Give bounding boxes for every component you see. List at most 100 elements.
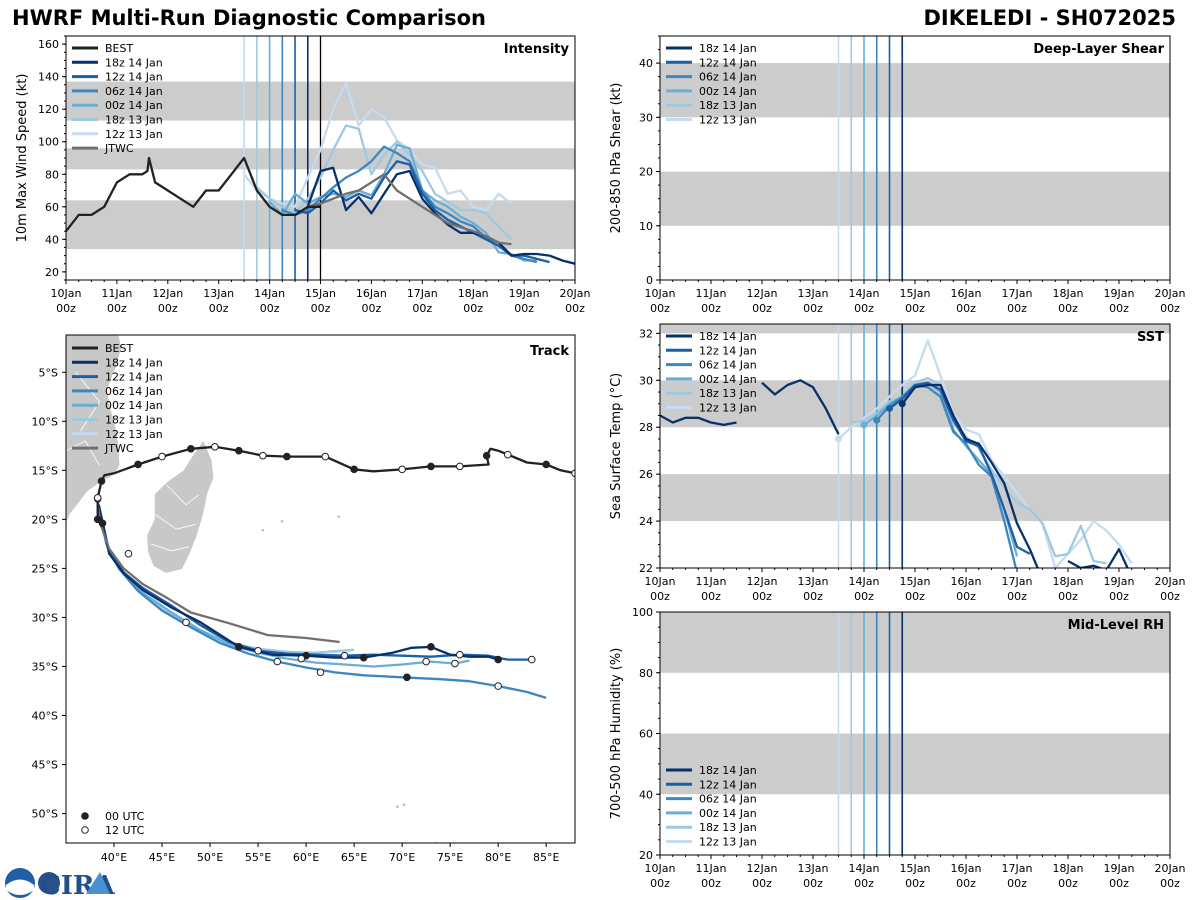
rh-xtick-label-0: 10Jan — [645, 862, 676, 875]
track-ytick-label-7: 40°S — [32, 710, 58, 723]
track-best-marker-7 — [350, 465, 358, 474]
track-xtick-label-9: 85°E — [533, 851, 559, 864]
track-ytick-label-3: 20°S — [32, 513, 58, 526]
sst-xtick-sub-5: 00z — [905, 590, 925, 603]
track-marker-legend-symbol-1 — [81, 826, 89, 834]
sst-series-run-0-line — [901, 383, 1039, 568]
sst-series-run-2-marker-0 — [873, 416, 881, 424]
sst-ylabel: Sea Surface Temp (°C) — [609, 373, 624, 520]
shear-xtick-sub-0: 00z — [650, 302, 670, 315]
intensity-legend-label-2: 12z 14 Jan — [105, 71, 163, 84]
track-run-3-marker-1 — [422, 657, 430, 666]
sst-xtick-label-2: 12Jan — [747, 575, 778, 588]
track-run-1-marker-2 — [455, 650, 464, 659]
track-run-1-line — [97, 504, 532, 661]
sst-band-2 — [660, 324, 1170, 334]
shear-xtick-label-8: 18Jan — [1053, 287, 1084, 300]
track-best-marker-15 — [134, 460, 142, 469]
intensity-jtwc-line — [307, 173, 512, 246]
rh-ytick-label-0: 20 — [639, 849, 653, 862]
shear-xtick-label-7: 17Jan — [1002, 287, 1033, 300]
intensity-xtick-sub-9: 00z — [514, 302, 534, 315]
track-jtwc-line — [96, 504, 340, 644]
track-best-marker-1 — [542, 460, 550, 469]
track-best-marker-19 — [98, 519, 107, 528]
shear-xtick-sub-9: 00z — [1109, 302, 1129, 315]
shear-xtick-sub-4: 00z — [854, 302, 874, 315]
shear-ytick-label-3: 30 — [639, 111, 653, 124]
track-best-marker-13 — [187, 444, 195, 453]
rh-legend-label-3: 00z 14 Jan — [699, 807, 757, 820]
track-xtick-label-7: 75°E — [437, 851, 463, 864]
intensity-legend-label-1: 18z 14 Jan — [105, 56, 163, 69]
track-ytick-label-0: 5°S — [39, 366, 58, 379]
rh-xtick-label-4: 14Jan — [849, 862, 880, 875]
shear-xtick-sub-3: 00z — [803, 302, 823, 315]
intensity-ytick-label-5: 120 — [38, 103, 59, 116]
noaa-bird-icon — [6, 879, 34, 895]
track-frame — [65, 334, 576, 844]
intensity-plot-area — [66, 36, 575, 280]
sst-plot-area — [660, 324, 1170, 568]
shear-xtick-sub-5: 00z — [905, 302, 925, 315]
sst-series-run-2-line — [875, 383, 1018, 568]
intensity-legend-label-6: 12z 13 Jan — [105, 128, 163, 141]
track-run-1-marker-0 — [254, 646, 262, 655]
shear-xtick-label-5: 15Jan — [900, 287, 931, 300]
intensity-xtick-label-0: 10Jan — [51, 287, 82, 300]
sst-xtick-sub-7: 00z — [1007, 590, 1027, 603]
rh-panel: 20 40 60 80 100 10Jan 00z 11Jan 00z 12Jan 00z 13Jan… — [609, 606, 1185, 890]
sst-xtick-label-3: 13Jan — [798, 575, 829, 588]
intensity-ytick-label-4: 100 — [38, 136, 59, 149]
intensity-xtick-sub-8: 00z — [463, 302, 483, 315]
shear-plot-area — [660, 36, 1170, 280]
rh-xtick-label-10: 20Jan — [1155, 862, 1186, 875]
rh-xtick-sub-8: 00z — [1058, 877, 1078, 890]
sst-xtick-sub-0: 00z — [650, 590, 670, 603]
sst-xtick-label-5: 15Jan — [900, 575, 931, 588]
rh-legend-label-1: 12z 14 Jan — [699, 778, 757, 791]
sst-ytick-label-2: 26 — [639, 468, 653, 481]
sst-xtick-sub-2: 00z — [752, 590, 772, 603]
track-run-3-marker-0 — [297, 654, 306, 663]
sst-xtick-label-8: 18Jan — [1053, 575, 1084, 588]
shear-xtick-sub-2: 00z — [752, 302, 772, 315]
rh-ytick-label-2: 60 — [639, 728, 653, 741]
shear-ytick-label-0: 0 — [646, 274, 653, 287]
intensity-xtick-sub-1: 00z — [107, 302, 127, 315]
track-xtick-label-8: 80°E — [485, 851, 511, 864]
intensity-title: Intensity — [504, 42, 570, 57]
intensity-xtick-sub-0: 00z — [56, 302, 76, 315]
admin-border-0 — [166, 484, 199, 506]
intensity-series-run-4-line — [256, 124, 513, 241]
sst-legend-label-0: 18z 14 Jan — [699, 330, 757, 343]
sst-legend-label-1: 12z 14 Jan — [699, 344, 757, 357]
intensity-ytick-label-3: 80 — [45, 168, 59, 181]
intensity-xtick-sub-10: 00z — [565, 302, 585, 315]
track-run-0-marker-4 — [494, 655, 502, 664]
sst-band-0 — [660, 474, 1170, 522]
cira-globe-icon — [38, 872, 60, 894]
sst-series-run-1-marker-0 — [886, 404, 893, 412]
shear-xtick-label-0: 10Jan — [645, 287, 676, 300]
intensity-legend-label-4: 00z 14 Jan — [105, 99, 163, 112]
shear-legend-label-1: 12z 14 Jan — [699, 56, 757, 69]
sst-xtick-sub-6: 00z — [956, 590, 976, 603]
shear-xtick-sub-8: 00z — [1058, 302, 1078, 315]
shear-band-0 — [660, 171, 1170, 226]
track-ytick-label-4: 25°S — [32, 562, 58, 575]
sst-series-run-0-line — [660, 414, 737, 427]
track-ytick-label-9: 50°S — [32, 808, 58, 821]
rh-legend-label-5: 12z 13 Jan — [699, 836, 757, 849]
sst-series-run-0-line — [1067, 548, 1129, 568]
track-legend-label-6: 12z 13 Jan — [105, 428, 163, 441]
track-ytick-label-5: 30°S — [32, 611, 58, 624]
track-ytick-label-8: 45°S — [32, 759, 58, 772]
shear-legend-label-4: 18z 13 Jan — [699, 99, 757, 112]
sst-legend-label-3: 00z 14 Jan — [699, 373, 757, 386]
track-run-5-marker-0 — [182, 618, 190, 627]
track-xtick-label-0: 40°E — [101, 851, 127, 864]
rh-band-0 — [660, 733, 1170, 795]
shear-band-1 — [660, 63, 1170, 118]
track-best-marker-2 — [503, 450, 512, 459]
